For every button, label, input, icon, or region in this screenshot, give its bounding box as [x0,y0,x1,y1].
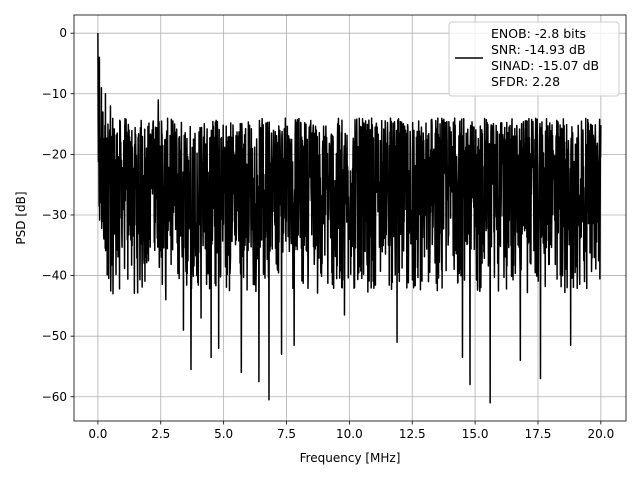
x-tick-label: 12.5 [399,427,426,441]
y-tick-label: −40 [42,269,67,283]
series-layer [97,33,602,404]
y-tick-label: −30 [42,208,67,222]
y-tick-label: −10 [42,87,67,101]
x-tick-label: 17.5 [525,427,552,441]
y-tick-label: 0 [59,26,67,40]
legend: ENOB: -2.8 bits SNR: -14.93 dB SINAD: -1… [448,21,620,97]
x-tick-label: 2.5 [151,427,170,441]
ticks: 0.0 2.5 5.0 7.5 10.0 12.5 15.0 17.5 20.0 0 −10 −20 −… [42,26,615,441]
x-tick-label: 5.0 [214,427,233,441]
plot-frame [73,14,627,422]
legend-sinad: SINAD: -15.07 dB [491,58,599,73]
x-tick-label: 10.0 [336,427,363,441]
legend-box [448,21,620,97]
psd-series-line [97,33,602,404]
x-tick-label: 15.0 [462,427,489,441]
x-axis-label: Frequency [MHz] [300,451,401,465]
legend-enob: ENOB: -2.8 bits [491,26,586,41]
x-tick-label: 20.0 [587,427,614,441]
legend-snr: SNR: -14.93 dB [491,42,586,57]
x-tick-label: 7.5 [277,427,296,441]
legend-sfdr: SFDR: 2.28 [491,74,560,89]
y-axis-label: PSD [dB] [14,191,28,244]
y-tick-label: −60 [42,390,67,404]
x-tick-label: 0.0 [88,427,107,441]
y-tick-label: −20 [42,147,67,161]
y-tick-label: −50 [42,329,67,343]
